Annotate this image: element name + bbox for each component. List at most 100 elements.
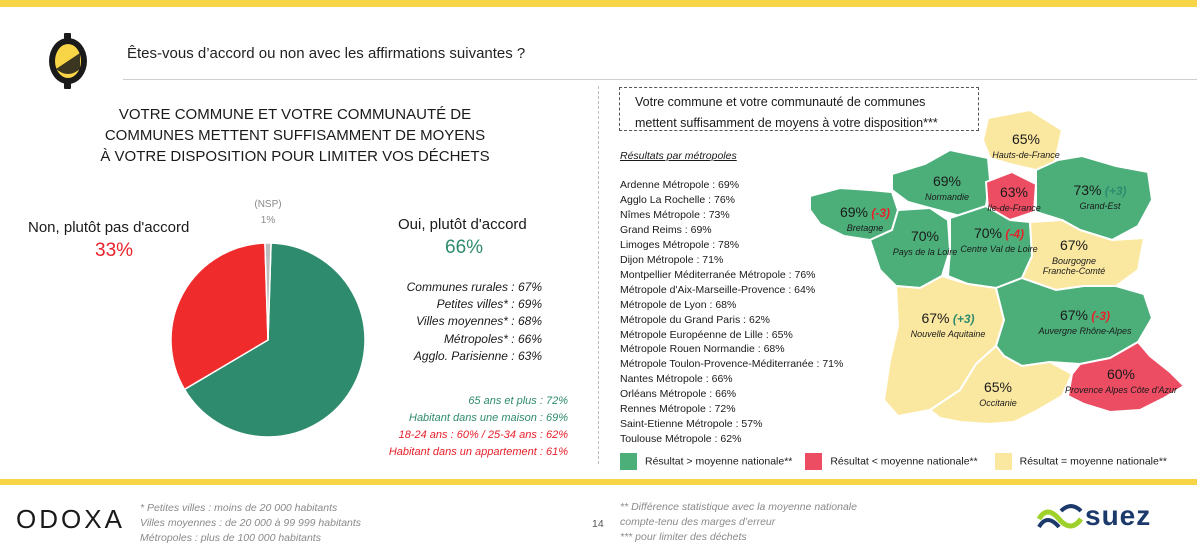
- question-text: Êtes-vous d’accord ou non avec les affir…: [127, 45, 526, 62]
- region-label: 63% Ile-de-France: [984, 184, 1044, 213]
- odoxa-bulb-logo-icon: [44, 33, 92, 94]
- suez-logo: suez: [1085, 500, 1152, 531]
- odoxa-logo: ODOXA: [16, 504, 125, 534]
- agreement-pie-chart: [170, 242, 366, 438]
- age-65-plus: 65 ans et plus : 72%: [468, 395, 568, 407]
- pie-slice-2: [264, 242, 272, 341]
- metro-item: Grand Reims : 69%: [620, 223, 712, 236]
- region-label: 70% Pays de la Loire: [886, 228, 964, 257]
- metro-item: Nîmes Métropole : 73%: [620, 208, 730, 221]
- segment-rurales: Communes rurales : 67%: [406, 280, 542, 294]
- legend-above: Résultat > moyenne nationale**: [620, 453, 792, 470]
- footnotes-left: * Petites villes : moins de 20 000 habit…: [140, 502, 362, 544]
- metro-item: Métropole de Lyon : 68%: [620, 298, 737, 311]
- region-label: 67% (+3) Nouvelle Aquitaine: [905, 310, 991, 339]
- center-divider: [598, 86, 599, 464]
- region-name: Occitanie: [979, 398, 1017, 408]
- segment-villes-moyennes: Villes moyennes* : 68%: [416, 314, 542, 329]
- metro-item: Saint-Etienne Métropole : 57%: [620, 418, 763, 431]
- region-label: 69% (-3) Bretagne: [826, 204, 904, 233]
- region-delta: (+3): [949, 312, 975, 326]
- metro-item: Métropole Rouen Normandie : 68%: [620, 343, 785, 356]
- region-delta: (+3): [1101, 184, 1127, 198]
- segment-metropoles: Métropoles* : 66%: [443, 331, 542, 346]
- region-paca: [1066, 340, 1186, 414]
- age-18-34: 18-24 ans : 60% / 25-34 ans : 62%: [398, 429, 568, 441]
- region-pct: 63%: [999, 184, 1029, 200]
- metro-item: Métropole Toulon-Provence-Méditerranée :…: [620, 358, 844, 371]
- region-label: 60% Provence Alpes Côte d'Azur: [1062, 366, 1180, 395]
- metro-item: Métropole du Grand Paris : 62%: [620, 313, 770, 326]
- region-name: Auvergne Rhône-Alpes: [1038, 326, 1132, 336]
- region-name: Bourgogne Franche-Comté: [1042, 256, 1106, 276]
- region-pct: 69%: [932, 173, 962, 189]
- region-label: 69% Normandie: [912, 173, 982, 202]
- header-divider: [123, 79, 1197, 80]
- legend-equal: Résultat = moyenne nationale**: [994, 453, 1167, 470]
- legend-below: Résultat < moyenne nationale**: [805, 453, 978, 470]
- region-pct: 70%: [910, 228, 940, 244]
- oui-label: Oui, plutôt d'accord: [398, 216, 527, 233]
- region-name: Grand-Est: [1079, 201, 1121, 211]
- segment-agglo-parisienne: Agglo. Parisienne : 63%: [413, 348, 542, 363]
- region-pct: 69%: [839, 204, 869, 220]
- metro-item: Métropole d'Aix-Marseille-Provence : 64%: [620, 283, 816, 296]
- page-number: 14: [592, 518, 604, 530]
- metro-item: Agglo La Rochelle : 76%: [620, 193, 735, 206]
- metro-list: Ardenne Métropole : 69% Agglo La Rochelle…: [620, 178, 843, 447]
- map-legend: Résultat > moyenne nationale** Résultat …: [620, 453, 1167, 470]
- region-pct: 70%: [973, 225, 1003, 241]
- footnotes-right: ** Différence statistique avec la moyenn…: [620, 501, 857, 543]
- pie-slice-0: [183, 242, 366, 438]
- metro-item: Montpellier Méditerranée Métropole : 76%: [620, 268, 816, 281]
- metro-item: Dijon Métropole : 71%: [620, 253, 724, 266]
- region-name: Normandie: [924, 192, 970, 202]
- region-pct: 67%: [1059, 307, 1089, 323]
- map-title-box: Votre commune et votre communauté de com…: [619, 87, 979, 131]
- region-pct: 60%: [1106, 366, 1136, 382]
- region-pct: 67%: [921, 310, 950, 326]
- metro-item: Rennes Métropole : 72%: [620, 403, 736, 416]
- pie-slice-1: [170, 242, 269, 391]
- top-accent-bar: [0, 0, 1197, 7]
- france-regions-map: [809, 108, 1186, 426]
- segment-list: Communes rurales : 67% Petites villes* :…: [340, 279, 542, 365]
- region-name: Provence Alpes Côte d'Azur: [1065, 385, 1177, 395]
- region-label: 73% (+3) Grand-Est: [1060, 182, 1140, 211]
- region-label: 67% Bourgogne Franche-Comté: [1034, 237, 1114, 276]
- metro-item: Toulouse Métropole : 62%: [620, 433, 742, 446]
- segment-petites-villes: Petites villes* : 69%: [436, 297, 542, 312]
- region-name: Ile-de-France: [987, 203, 1041, 213]
- metro-item: Limoges Métropole : 78%: [620, 238, 740, 251]
- region-label: 65% Hauts-de-France: [985, 131, 1067, 160]
- region-name: Pays de la Loire: [892, 247, 958, 257]
- region-pct: 65%: [983, 379, 1013, 395]
- metro-item: Ardenne Métropole : 69%: [620, 179, 740, 191]
- non-label: Non, plutôt pas d'accord: [28, 219, 190, 236]
- habitat-appartement: Habitant dans un appartement : 61%: [388, 446, 568, 458]
- region-delta: (-4): [1002, 227, 1025, 241]
- metro-item: Nantes Métropole : 66%: [620, 373, 733, 386]
- metro-item: Orléans Métropole : 66%: [620, 388, 737, 401]
- region-pct: 73%: [1073, 182, 1102, 198]
- nsp-pct: 1%: [260, 215, 276, 226]
- region-name: Hauts-de-France: [992, 150, 1060, 160]
- suez-wave-logo-icon: [1036, 503, 1084, 540]
- age-list: 65 ans et plus : 72% Habitant dans une m…: [340, 393, 568, 461]
- region-label: 65% Occitanie: [958, 379, 1038, 408]
- habitat-maison: Habitant dans une maison : 69%: [409, 412, 568, 424]
- bottom-accent-bar: [0, 479, 1197, 485]
- nsp-label: (NSP): [254, 199, 282, 210]
- region-delta: (-3): [868, 206, 891, 220]
- results-heading: Résultats par métropoles: [620, 150, 737, 162]
- region-name: Centre Val de Loire: [960, 244, 1038, 254]
- region-grand-est: [1035, 154, 1154, 242]
- oui-pct: 66%: [445, 237, 484, 258]
- region-pct: 67%: [1059, 237, 1089, 253]
- non-pct: 33%: [95, 240, 134, 261]
- region-label: 70% (-4) Centre Val de Loire: [958, 225, 1040, 254]
- region-name: Nouvelle Aquitaine: [910, 329, 986, 339]
- region-pct: 65%: [1011, 131, 1041, 147]
- left-title: VOTRE COMMUNE ET VOTRE COMMUNAUTÉ DE COM…: [100, 106, 490, 165]
- region-delta: (-3): [1088, 309, 1111, 323]
